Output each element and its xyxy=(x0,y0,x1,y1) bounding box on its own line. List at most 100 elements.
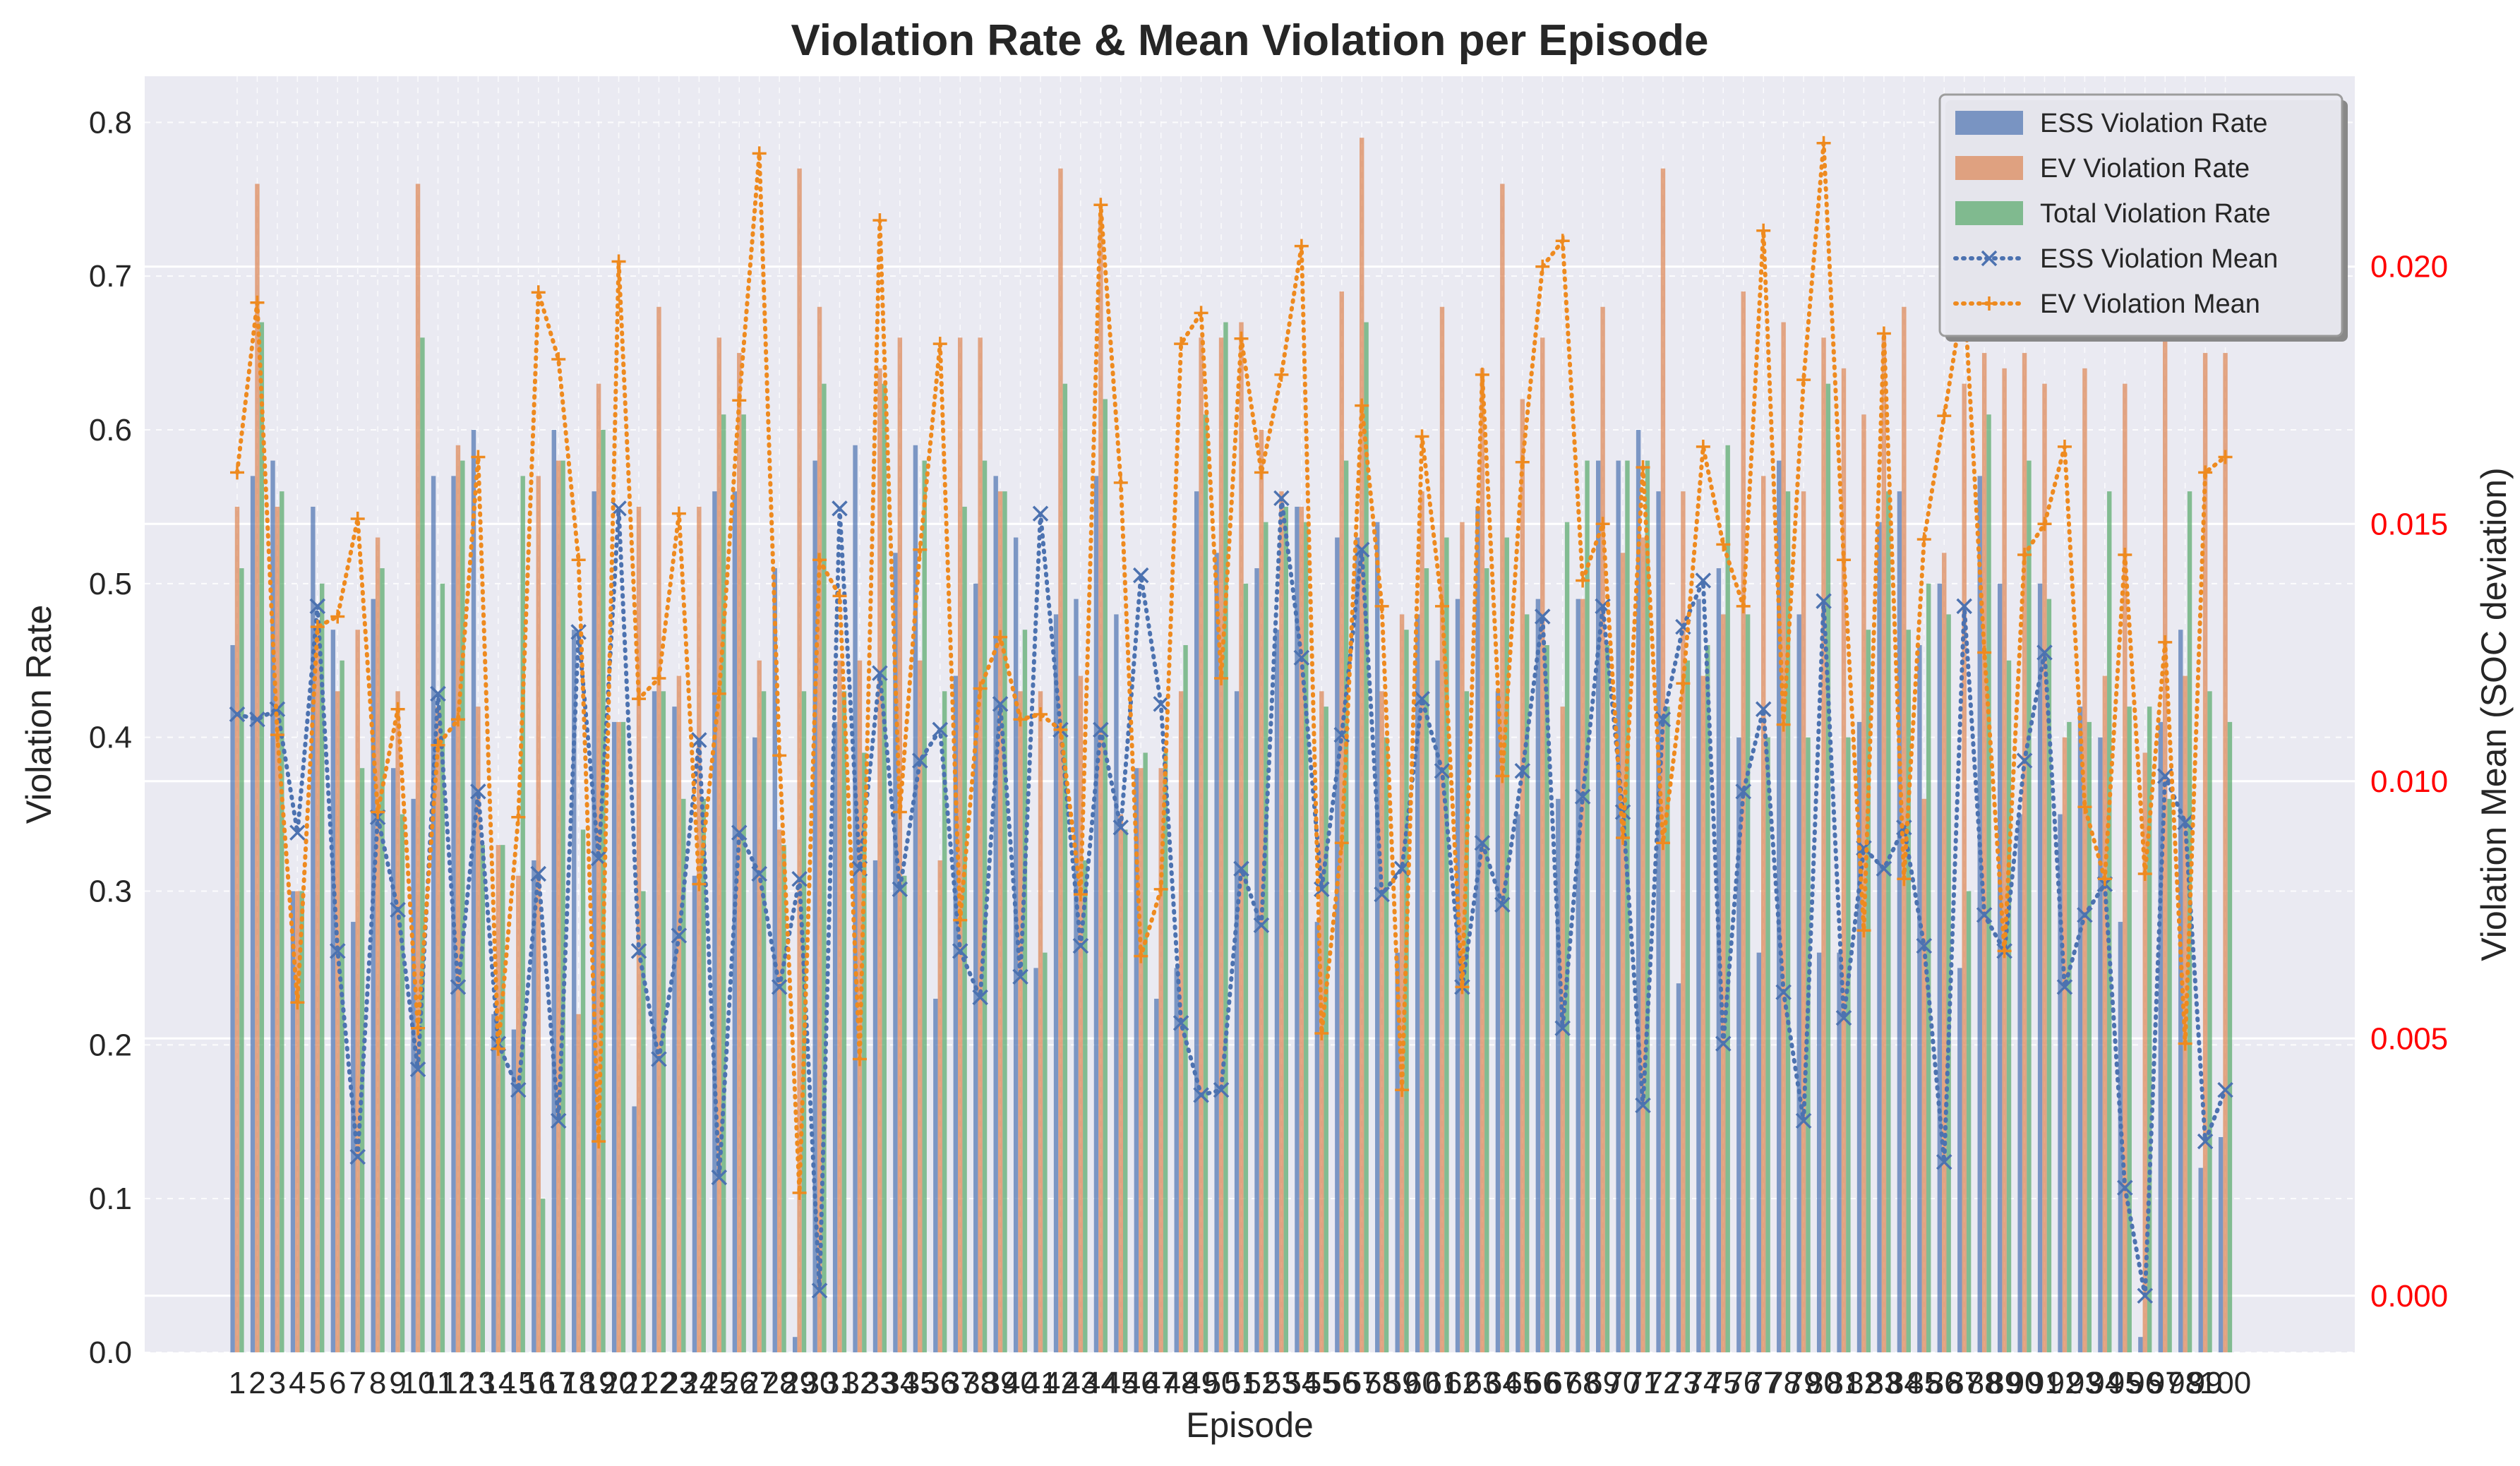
bar xyxy=(1093,476,1099,1352)
point-marker xyxy=(1716,537,1731,552)
bar xyxy=(2118,922,2123,1352)
bar xyxy=(1194,491,1199,1353)
point-marker xyxy=(2057,439,2072,454)
x-tick-label: 84 xyxy=(1887,1366,1921,1400)
legend-label: EV Violation Rate xyxy=(2040,154,2250,184)
bar xyxy=(2002,368,2007,1352)
point-marker xyxy=(471,450,486,464)
bar xyxy=(1616,460,1621,1352)
x-tick-label: 78 xyxy=(1766,1366,1801,1400)
marker-stroke xyxy=(430,685,446,702)
point-marker xyxy=(1455,980,1470,995)
bar xyxy=(1444,537,1449,1353)
bar xyxy=(1861,414,1866,1352)
bar xyxy=(355,630,360,1352)
bar xyxy=(359,768,365,1352)
marker-stroke xyxy=(952,943,968,959)
legend-label: ESS Violation Rate xyxy=(2040,109,2268,138)
bar xyxy=(2227,721,2233,1352)
point-marker xyxy=(1876,860,1892,877)
bar xyxy=(480,845,485,1352)
x-tick-label: 66 xyxy=(1525,1366,1560,1400)
point-marker xyxy=(409,1061,426,1078)
bar xyxy=(371,599,376,1353)
series-line xyxy=(235,143,2228,1194)
point-marker xyxy=(1775,984,1792,1000)
bar xyxy=(259,322,265,1352)
x-tick-label: 91 xyxy=(2027,1366,2062,1400)
marker-stroke xyxy=(1755,701,1772,717)
point-marker xyxy=(1755,701,1772,717)
x-tick-label: 16 xyxy=(521,1366,556,1400)
point-marker xyxy=(1595,517,1610,531)
y-tick-label: 0.7 xyxy=(89,259,132,294)
x-tick-label: 56 xyxy=(1324,1366,1359,1400)
point-marker xyxy=(791,871,808,887)
marker-stroke xyxy=(1393,860,1410,877)
point-marker xyxy=(230,465,244,480)
bar xyxy=(601,430,606,1353)
bar xyxy=(1741,291,1746,1352)
bar xyxy=(340,660,344,1352)
point-marker xyxy=(250,295,265,310)
point-marker xyxy=(1093,198,1108,212)
bar xyxy=(953,675,958,1352)
x-tick-label: 81 xyxy=(1827,1366,1861,1400)
legend-label: Total Violation Rate xyxy=(2040,199,2271,229)
bar xyxy=(299,891,304,1352)
x-tick-label: 88 xyxy=(1967,1366,2002,1400)
bar xyxy=(1274,630,1280,1352)
marker-stroke xyxy=(1434,762,1451,779)
x-tick-label: 28 xyxy=(762,1366,797,1400)
bar xyxy=(440,583,445,1352)
point-marker xyxy=(751,865,767,882)
bar xyxy=(781,845,786,1352)
marker-stroke xyxy=(1032,505,1049,522)
bar xyxy=(1199,337,1204,1353)
point-marker xyxy=(1715,1035,1732,1052)
point-marker xyxy=(1012,968,1028,985)
bar xyxy=(1656,491,1661,1353)
x-tick-label: 41 xyxy=(1024,1366,1058,1400)
bar xyxy=(1946,614,1951,1352)
marker-stroke xyxy=(1554,1020,1571,1036)
point-marker xyxy=(1574,788,1591,805)
bar xyxy=(1585,460,1590,1352)
x-tick-label: 71 xyxy=(1626,1366,1660,1400)
x-tick-label: 35 xyxy=(903,1366,937,1400)
bar xyxy=(496,845,501,1352)
bar xyxy=(877,368,882,1352)
legend-label: ESS Violation Mean xyxy=(2040,244,2278,274)
point-marker xyxy=(349,1148,366,1165)
bar xyxy=(1158,768,1163,1352)
bar xyxy=(2167,798,2172,1352)
point-marker xyxy=(1153,696,1169,712)
bar xyxy=(431,476,436,1352)
point-marker xyxy=(1194,306,1208,320)
marker-stroke xyxy=(590,850,607,867)
marker-stroke xyxy=(992,696,1009,712)
point-marker xyxy=(2198,465,2213,480)
point-marker xyxy=(1655,836,1670,851)
point-marker xyxy=(2156,768,2173,784)
bar xyxy=(455,445,461,1352)
bar xyxy=(2198,1167,2203,1352)
bar xyxy=(812,460,817,1352)
bar xyxy=(712,491,717,1353)
x-tick-label: 51 xyxy=(1224,1366,1259,1400)
bar xyxy=(822,383,827,1353)
bar xyxy=(2218,1137,2224,1352)
bar xyxy=(1966,891,1972,1352)
marker-stroke xyxy=(229,706,246,723)
bar xyxy=(1926,583,1931,1352)
x-tick-label: 54 xyxy=(1284,1366,1319,1400)
legend-swatch xyxy=(1955,201,2023,225)
marker-stroke xyxy=(390,901,406,918)
point-marker xyxy=(491,1041,505,1056)
point-marker xyxy=(2077,907,2093,923)
x-tick-label: 43 xyxy=(1063,1366,1098,1400)
x-tick-label: 27 xyxy=(742,1366,776,1400)
x-tick-label: 10 xyxy=(401,1366,436,1400)
x-tick-label: 32 xyxy=(842,1366,877,1400)
